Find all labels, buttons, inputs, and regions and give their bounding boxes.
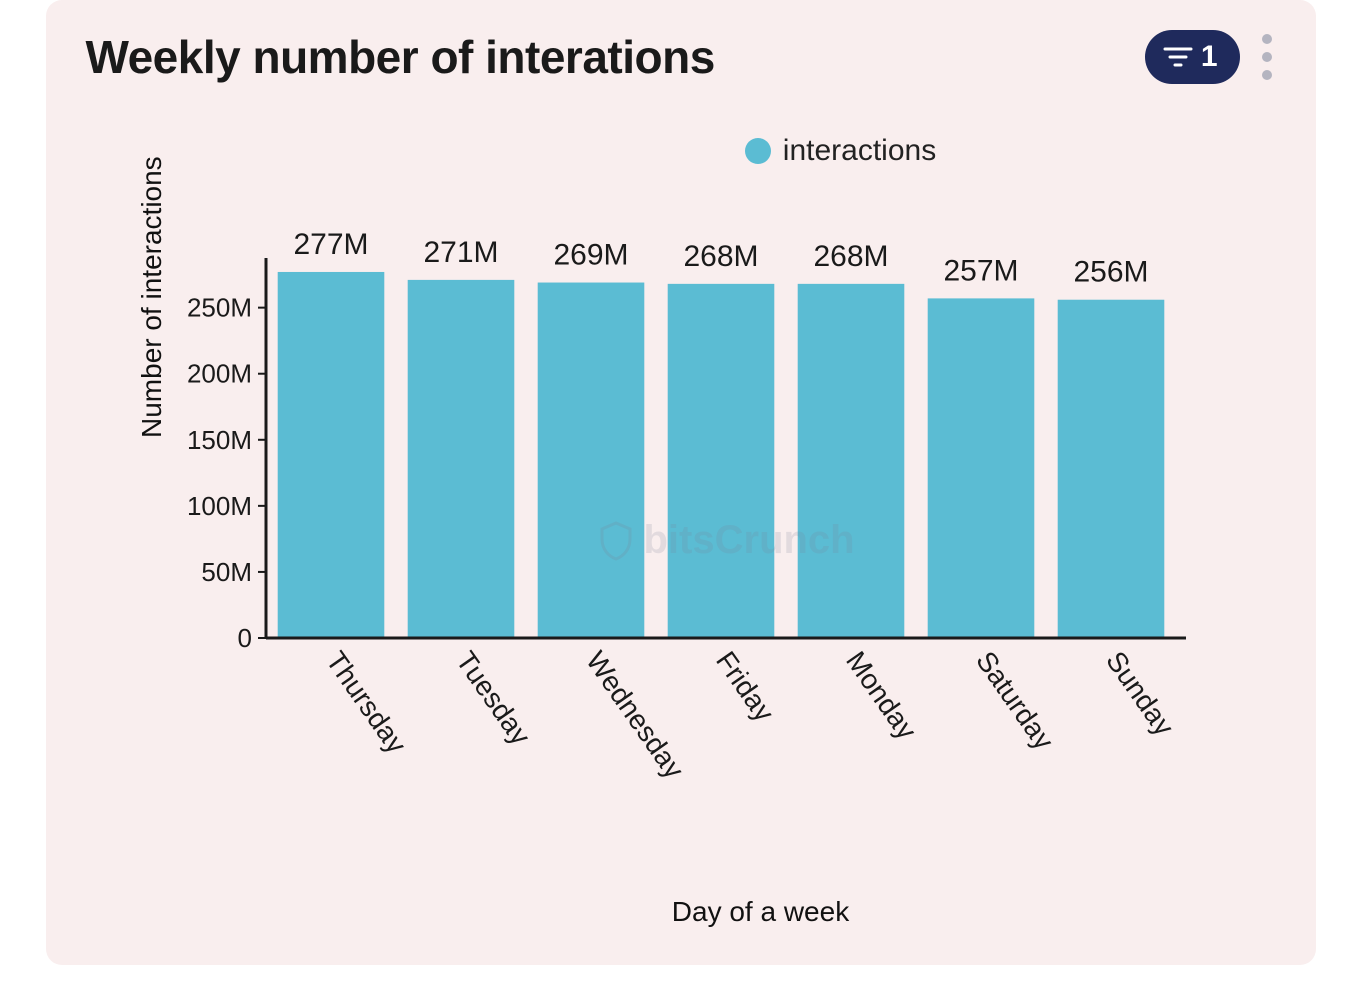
kebab-dot-icon xyxy=(1262,34,1272,44)
legend-swatch xyxy=(745,138,771,164)
x-tick-label: Wednesday xyxy=(580,646,690,784)
more-menu-button[interactable] xyxy=(1258,30,1276,84)
bar xyxy=(537,283,644,638)
y-tick-label: 100M xyxy=(186,491,251,521)
bar xyxy=(667,284,774,638)
card-title: Weekly number of interations xyxy=(86,30,715,84)
chart-card: Weekly number of interations 1 i xyxy=(46,0,1316,965)
x-axis-title: Day of a week xyxy=(76,896,1286,928)
legend-label: interactions xyxy=(783,134,936,168)
filter-button[interactable]: 1 xyxy=(1145,30,1240,84)
chart-area: Number of interactions 050M100M150M200M2… xyxy=(76,208,1286,908)
y-tick-label: 50M xyxy=(201,557,252,587)
bar-value-label: 271M xyxy=(423,236,498,269)
bar xyxy=(407,280,514,638)
bar-value-label: 269M xyxy=(553,239,628,272)
x-tick-label: Monday xyxy=(840,646,923,745)
x-tick-label: Saturday xyxy=(970,646,1060,756)
bar xyxy=(1057,300,1164,638)
y-tick-label: 250M xyxy=(186,293,251,323)
header-actions: 1 xyxy=(1145,30,1276,84)
y-tick-label: 0 xyxy=(237,623,251,653)
kebab-dot-icon xyxy=(1262,70,1272,80)
x-tick-label: Tuesday xyxy=(450,646,536,751)
bar xyxy=(797,284,904,638)
x-tick-label: Thursday xyxy=(320,646,412,759)
y-tick-label: 150M xyxy=(186,425,251,455)
y-axis-title: Number of interactions xyxy=(136,156,168,438)
bar xyxy=(927,298,1034,638)
bar-value-label: 268M xyxy=(683,240,758,273)
filter-icon xyxy=(1163,45,1193,69)
bar-value-label: 257M xyxy=(943,254,1018,287)
y-tick-label: 200M xyxy=(186,359,251,389)
filter-count: 1 xyxy=(1201,40,1218,74)
bar-value-label: 256M xyxy=(1073,256,1148,289)
kebab-dot-icon xyxy=(1262,52,1272,62)
chart-legend: interactions xyxy=(76,134,1286,168)
bar-value-label: 277M xyxy=(293,228,368,261)
x-tick-label: Sunday xyxy=(1100,646,1180,742)
card-header: Weekly number of interations 1 xyxy=(76,20,1286,84)
bar-value-label: 268M xyxy=(813,240,888,273)
bar xyxy=(277,272,384,638)
x-tick-label: Friday xyxy=(710,646,780,728)
bar-chart: 0 50M 100M 150M 200M 250M 277M Thursday 271M Tues… xyxy=(76,208,1216,858)
